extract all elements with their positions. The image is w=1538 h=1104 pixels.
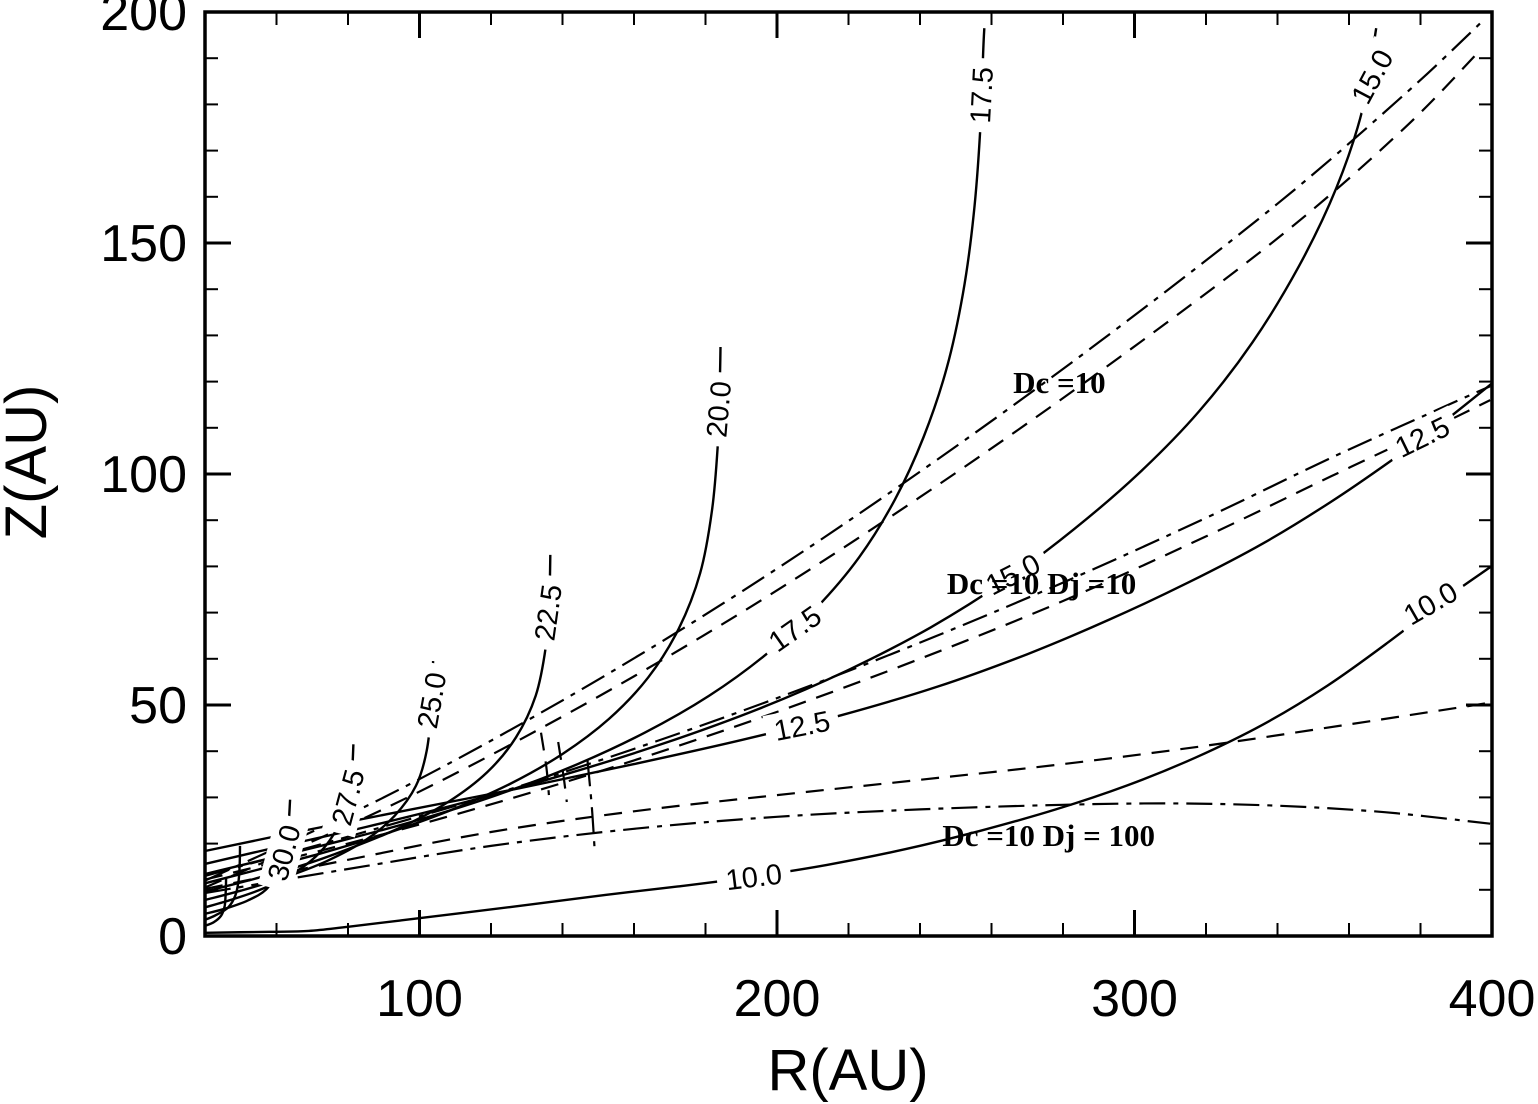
contour-line-jump-3	[586, 760, 596, 851]
contour-line-low-dashdot	[204, 802, 1491, 895]
contour-label-mask	[1381, 405, 1464, 469]
axis-ticks: 100 200 300 400 0 50 100 150 200	[100, 0, 1535, 1028]
contour-label-mask	[972, 542, 1054, 607]
contour-label-text: 12.5	[771, 706, 833, 748]
contour-line-jump-2	[557, 741, 568, 803]
x-tick-label: 200	[734, 970, 821, 1028]
x-tick-label: 400	[1449, 970, 1536, 1028]
model-annotation: Dc =10 Dj =10	[947, 566, 1136, 601]
contour-line-diag-dashdot	[204, 18, 1486, 882]
contour-line-c15	[204, 27, 1378, 866]
contour-label-c17.5: 17.5	[962, 57, 1001, 134]
contour-line-diag-dashed	[204, 48, 1483, 889]
contour-label-c12.5: 12.5	[1381, 405, 1464, 469]
contour-label-text: 30.0	[262, 822, 308, 885]
contour-label-c20: 20.0	[698, 370, 739, 448]
contour-label-mask	[754, 593, 835, 664]
y-tick-label: 200	[100, 0, 187, 42]
contour-label-text: 22.5	[529, 583, 569, 643]
contour-label-c27.5: 27.5	[322, 757, 374, 838]
model-annotation: Dc =10	[1013, 365, 1106, 400]
plot-border	[203, 10, 1494, 938]
model-annotations: Dc =10 Dc =10 Dj =10 Dc =10 Dj = 100	[942, 365, 1155, 853]
contour-line-mid-dashdot	[204, 385, 1491, 877]
contour-label-text: 17.5	[965, 66, 1000, 124]
y-tick-label: 0	[158, 908, 187, 966]
x-tick-label: 100	[376, 970, 463, 1028]
contour-label-c10: 10.0	[715, 855, 793, 899]
contour-label-c15: 15.0	[1339, 36, 1405, 118]
y-tick-label: 50	[129, 677, 187, 735]
contour-label-mask	[962, 57, 1001, 134]
contour-label-mask	[258, 812, 310, 893]
x-tick-label: 300	[1091, 970, 1178, 1028]
contour-line-c20	[204, 346, 722, 885]
contour-line-c17.5	[204, 28, 986, 876]
x-axis-title: R(AU)	[767, 1038, 928, 1103]
contour-label-mask	[762, 702, 842, 750]
contour-label-c25: 25.0	[408, 661, 455, 740]
contour-label-mask	[715, 855, 793, 899]
contour-labels: 30.027.525.022.520.017.517.515.015.012.5…	[258, 36, 1472, 899]
contour-label-c10: 10.0	[1389, 570, 1472, 637]
contour-line-c12.5	[204, 382, 1493, 853]
contour-label-text: 20.0	[701, 380, 738, 439]
y-tick-label: 150	[100, 215, 187, 273]
contour-label-c22.5: 22.5	[526, 573, 571, 652]
contour-line-c10	[204, 565, 1492, 934]
contour-label-c12.5: 12.5	[762, 702, 842, 750]
contour-line-mid-dashed	[204, 399, 1491, 881]
contour-lines	[204, 18, 1493, 934]
contour-line-low-dashed	[204, 701, 1491, 890]
contour-label-mask	[526, 573, 571, 652]
model-annotation: Dc =10 Dj = 100	[942, 818, 1155, 853]
contour-label-mask	[1389, 570, 1472, 637]
y-tick-label: 100	[100, 446, 187, 504]
y-axis-title: Z(AU)	[0, 385, 59, 540]
contour-label-mask	[1339, 36, 1405, 118]
contour-label-text: 10.0	[724, 859, 784, 898]
contour-label-mask	[698, 370, 739, 448]
contour-line-jump-1	[539, 732, 550, 796]
contour-label-mask	[408, 661, 455, 740]
contour-label-mask	[322, 757, 374, 838]
